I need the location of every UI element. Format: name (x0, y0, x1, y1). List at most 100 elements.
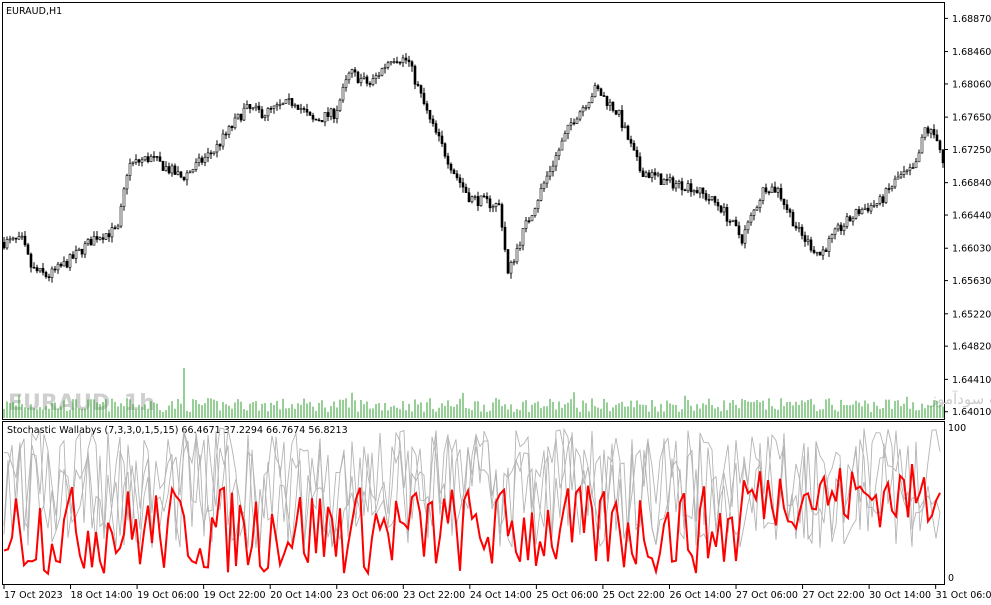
price-tick-label: 1.64410 (952, 375, 991, 386)
candle-body (191, 169, 195, 173)
candle-body (68, 254, 72, 268)
candle-body (359, 78, 363, 83)
indicator-level-100: 100 (948, 423, 966, 434)
candle-body (656, 173, 660, 176)
candle-body (506, 249, 510, 274)
candle-body (638, 156, 642, 172)
candle-body (50, 268, 54, 279)
candle-body (185, 172, 189, 181)
candle-body (119, 206, 123, 227)
candle-body (620, 110, 624, 128)
candle-body (269, 108, 273, 110)
candle-body (209, 152, 213, 155)
candle-body (386, 62, 390, 68)
candle-body (203, 157, 207, 163)
candle-body (320, 120, 324, 123)
candle-body (74, 250, 78, 259)
candle-body (665, 179, 669, 181)
candle-body (488, 198, 492, 209)
candle-body (635, 149, 639, 158)
candle-body (371, 78, 375, 85)
candle-body (710, 196, 714, 200)
time-tick-label: 18 Oct 14:00 (71, 590, 133, 601)
candle-body (632, 142, 636, 151)
candle-body (293, 104, 297, 107)
candle-body (317, 119, 321, 122)
candle-body (878, 196, 882, 204)
candle-body (365, 76, 369, 84)
candle-body (410, 61, 414, 67)
price-tick-label: 1.68870 (952, 14, 991, 25)
candle-body (407, 59, 411, 63)
candle-body (59, 263, 63, 267)
candle-body (698, 187, 702, 194)
price-tick-label: 1.64820 (952, 342, 991, 353)
candle-body (575, 118, 579, 124)
candle-body (455, 173, 459, 179)
candle-body (290, 98, 294, 106)
candle-body (146, 156, 150, 162)
candle-body (14, 237, 18, 240)
candle-body (218, 144, 222, 147)
candle-body (875, 203, 879, 206)
candle-body (617, 110, 621, 115)
candle-body (800, 226, 804, 236)
candle-body (482, 195, 486, 198)
indicator-pane-frame (2, 421, 945, 585)
candle-body (611, 101, 615, 111)
candle-body (461, 182, 465, 188)
candle-body (515, 248, 519, 263)
watermark-site-text: انتشار در سایت سودآموز (929, 390, 991, 408)
candle-body (773, 186, 777, 193)
stochastic-main-line (3, 463, 941, 577)
candle-body (695, 190, 699, 194)
price-tick-label: 1.68060 (952, 79, 991, 90)
candle-body (53, 268, 57, 271)
candle-body (341, 86, 345, 101)
candle-body (5, 239, 9, 249)
candle-body (713, 196, 717, 203)
candle-body (188, 171, 192, 174)
candle-body (362, 76, 366, 79)
candle-body (392, 61, 396, 63)
time-tick-label: 19 Oct 22:00 (204, 590, 266, 601)
candle-body (17, 236, 21, 240)
candle-body (869, 205, 873, 212)
candle-body (206, 152, 210, 158)
candle-body (911, 167, 915, 169)
candle-body (644, 172, 648, 177)
candle-body (401, 57, 405, 64)
candle-body (305, 109, 309, 113)
candle-body (92, 236, 96, 246)
stochastic-lines (3, 427, 941, 577)
candle-body (716, 202, 720, 207)
candle-body (260, 109, 264, 118)
candle-body (563, 133, 567, 142)
candle-body (845, 216, 849, 227)
candle-body (149, 156, 153, 162)
candle-body (452, 169, 456, 175)
candle-body (368, 83, 372, 85)
candle-body (683, 189, 687, 192)
candle-body (890, 186, 894, 189)
candle-body (158, 156, 162, 162)
candle-body (830, 234, 834, 240)
candle-body (704, 193, 708, 200)
time-tick-label: 23 Oct 06:00 (337, 590, 399, 601)
candle-body (344, 79, 348, 88)
candle-body (533, 208, 537, 216)
candle-body (668, 177, 672, 181)
price-tick-label: 1.67650 (952, 113, 991, 124)
candle-body (443, 143, 447, 157)
candle-body (590, 96, 594, 103)
candle-body (233, 117, 237, 129)
candle-body (605, 95, 609, 106)
candle-body (323, 112, 327, 123)
price-axis: 1.68870 1.68460 1.68060 1.67650 1.67250 1.668… (944, 14, 991, 418)
candle-body (248, 104, 252, 109)
candle-body (863, 207, 867, 210)
candle-body (404, 57, 408, 61)
time-tick-label: 31 Oct 06:00 (936, 590, 991, 601)
candle-body (101, 237, 105, 240)
